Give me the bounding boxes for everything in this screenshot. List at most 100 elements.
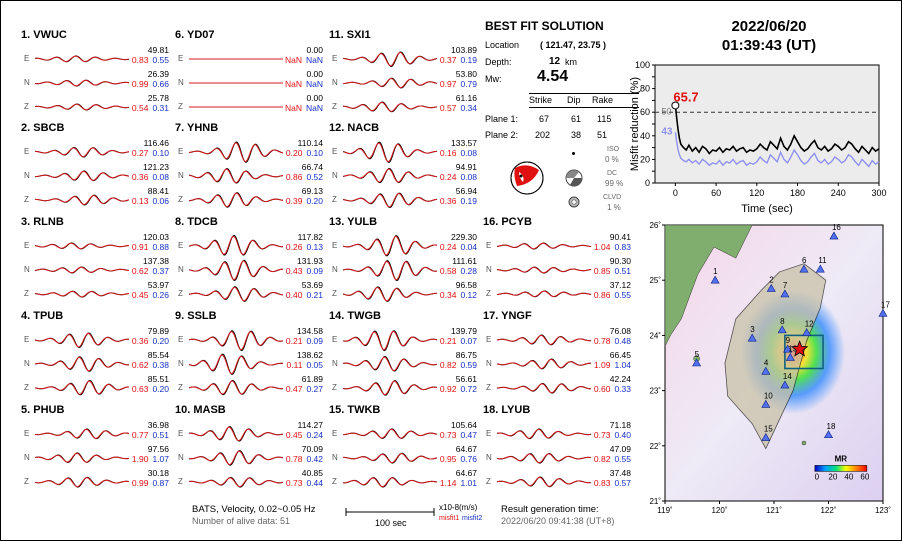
station-title: 9. SSLB [175,310,217,322]
misfit1-value: 0.13 [131,196,149,206]
misfit-values: 0.82 0.55 [594,454,631,464]
misfit1-value: 0.63 [131,384,149,394]
waveform-trace [497,453,591,464]
misfit-values: 0.73 0.40 [594,430,631,440]
misfit1-value: 0.45 [285,430,303,440]
station-number: 2 [769,275,774,284]
component-row: Z 56.94 0.36 0.19 [329,186,479,213]
misfit1-value: 0.36 [131,172,149,182]
station-number: 4 [764,358,769,367]
misfit2-value: 0.07 [460,336,477,346]
misfit1-value: 0.77 [131,430,149,440]
observed-waveform [343,355,437,372]
synthetic-waveform [35,332,129,348]
synthetic-waveform [497,266,591,274]
misfit2-value: 0.06 [152,196,169,206]
amplitude-value: 0.00 [306,45,323,55]
component-row: Z 53.97 0.45 0.26 [21,280,171,307]
synthetic-waveform [497,242,591,250]
component-row: E 76.08 0.78 0.48 [483,326,633,353]
amplitude-value: 61.89 [301,374,323,384]
component-row: E 110.14 0.20 0.10 [175,138,325,165]
synthetic-waveform [343,235,437,256]
amplitude-value: 69.13 [301,186,323,196]
component-label: Z [24,102,29,111]
misfit2-value: 1.01 [460,478,477,488]
station-title: 8. TDCB [175,216,218,228]
amplitude-value: 30.18 [147,468,169,478]
component-label: Z [332,383,337,392]
misfit2-value: 0.42 [306,454,323,464]
station-title: 10. MASB [175,404,226,416]
plane2-strike: 202 [535,130,551,140]
station-number: 3 [750,325,755,334]
misfit-values: 0.99 0.87 [132,478,169,488]
amplitude-value: 66.45 [609,350,631,360]
misfit2-value: 0.09 [306,336,323,346]
station-number: 14 [783,372,792,381]
dip-header: Dip [567,95,581,105]
component-label: N [332,359,338,368]
synthetic-waveform [35,428,129,439]
station-number: 15 [764,425,773,434]
amplitude-value: 134.58 [297,326,323,336]
misfit-values: 0.26 0.13 [286,242,323,252]
lat-tick-label: 21˚ [649,497,661,506]
misfit-values: 0.40 0.21 [286,290,323,300]
observed-waveform [343,167,437,184]
legend-tick: 60 [860,472,869,481]
legend-tick: 20 [828,472,837,481]
station-panel: 13. YULB E 229.30 0.24 0.04 N 111.61 0.58 0.28 Z 9… [329,216,479,311]
misfit1-value: 0.85 [593,266,611,276]
synthetic-waveform [189,477,283,488]
waveform-trace [35,452,129,463]
station-title: 2. SBCB [21,122,65,134]
observed-waveform [497,334,591,346]
amplitude-value: 53.97 [147,280,169,290]
lanyu-island [801,440,807,446]
time-scale-label: 100 sec [375,518,407,528]
misfit2-value: 0.20 [152,336,169,346]
observed-waveform [343,330,437,351]
station-title: 3. RLNB [21,216,64,228]
station-panel: 1. VWUC E 49.81 0.83 0.55 N 26.39 0.99 0.66 Z 25.7… [21,29,171,124]
amplitude-value: 85.54 [147,350,169,360]
component-row: E 120.03 0.91 0.88 [21,232,171,259]
synthetic-waveform [35,380,129,395]
waveform-trace [497,476,591,488]
synthetic-waveform [497,334,591,345]
observed-waveform [35,79,129,87]
waveform-trace [189,476,283,488]
generation-time-label: Result generation time: [501,504,599,515]
synthetic-waveform [343,428,437,439]
component-label: N [332,265,338,274]
amplitude-value: 36.98 [147,420,169,430]
misfit1-value: 0.83 [131,55,149,65]
synthetic-waveform [35,194,129,206]
synthetic-waveform [343,193,437,208]
misfit2-value: 0.24 [306,430,323,440]
x-tick-label: 300 [871,188,886,198]
component-label: Z [486,289,491,298]
station-triangle [710,275,720,284]
misfit1-value: 0.24 [439,242,457,252]
dc-label: DC [607,170,618,177]
misfit-values: 0.86 0.55 [594,290,631,300]
station-triangle [799,264,809,273]
observed-waveform [35,332,129,349]
station-panel: 4. TPUB E 79.89 0.36 0.20 N 85.54 0.62 0.38 Z 85.5… [21,310,171,405]
component-row: N 86.75 0.82 0.59 [329,350,479,377]
misfit2-value: 0.55 [614,290,631,300]
synthetic-waveform [343,51,437,67]
misfit1-value: 0.62 [131,360,149,370]
amplitude-value: 139.79 [451,326,477,336]
station-triangle [761,399,771,408]
misfit1-value: 0.60 [593,384,611,394]
station-triangle [780,380,790,389]
misfit-values: 0.78 0.48 [594,336,631,346]
component-label: Z [486,383,491,392]
station-panel: 2. SBCB E 116.46 0.27 0.10 N 121.23 0.36 0.08 Z 88… [21,122,171,217]
component-row: E 117.82 0.26 0.13 [175,232,325,259]
amplitude-value: 121.23 [143,162,169,172]
solution-title: BEST FIT SOLUTION [485,19,604,33]
